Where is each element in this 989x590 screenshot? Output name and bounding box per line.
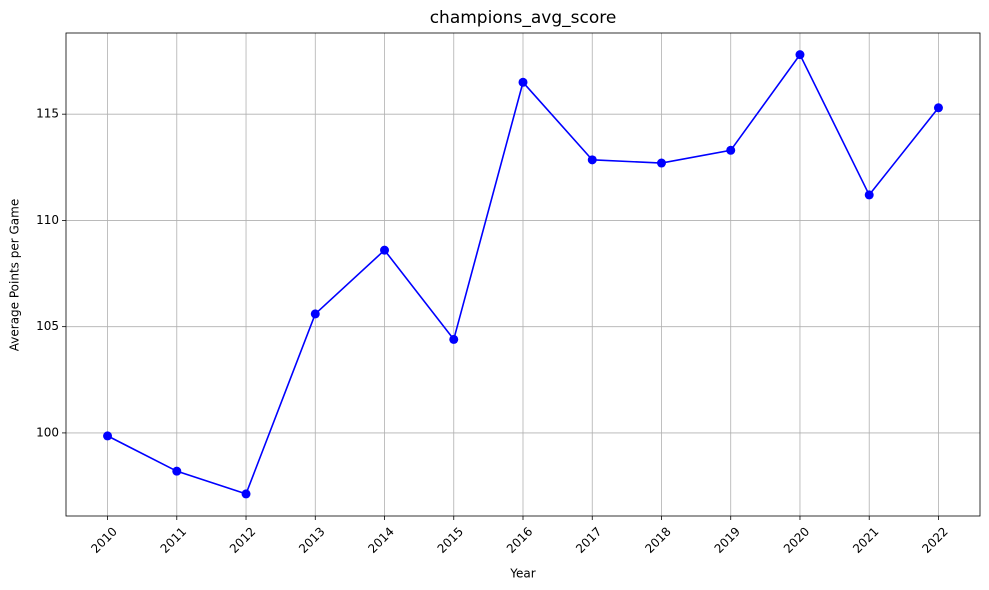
- point: [656, 158, 666, 168]
- point: [518, 77, 528, 87]
- point: [310, 309, 320, 319]
- chart-title: champions_avg_score: [430, 8, 617, 28]
- x-tick-label: 2011: [158, 524, 189, 555]
- point: [172, 466, 182, 476]
- x-axis-label: Year: [509, 567, 535, 581]
- x-tick-label: 2014: [365, 524, 396, 555]
- x-tick-label: 2015: [435, 524, 466, 555]
- x-tick-label: 2018: [642, 524, 673, 555]
- y-tick-label: 105: [36, 319, 59, 333]
- x-tick-label: 2021: [850, 524, 881, 555]
- point: [449, 334, 459, 344]
- x-tick-label: 2020: [781, 524, 812, 555]
- point: [933, 103, 943, 113]
- x-tick-label: 2012: [227, 524, 258, 555]
- plot-frame: [65, 32, 981, 517]
- x-tick-label: 2016: [504, 524, 535, 555]
- point: [864, 190, 874, 200]
- point: [795, 50, 805, 60]
- x-tick-label: 2010: [88, 524, 119, 555]
- y-tick-label: 110: [36, 213, 59, 227]
- x-tick-label: 2022: [919, 524, 950, 555]
- point: [587, 155, 597, 165]
- y-tick-label: 100: [36, 425, 59, 439]
- point: [241, 489, 251, 499]
- x-tick-label: 2013: [296, 524, 327, 555]
- point: [726, 145, 736, 155]
- point: [380, 245, 390, 255]
- y-tick-label: 115: [36, 107, 59, 121]
- point: [103, 431, 113, 441]
- x-tick-label: 2019: [712, 524, 743, 555]
- y-axis-label: Average Points per Game: [8, 199, 22, 351]
- x-tick-label: 2017: [573, 524, 604, 555]
